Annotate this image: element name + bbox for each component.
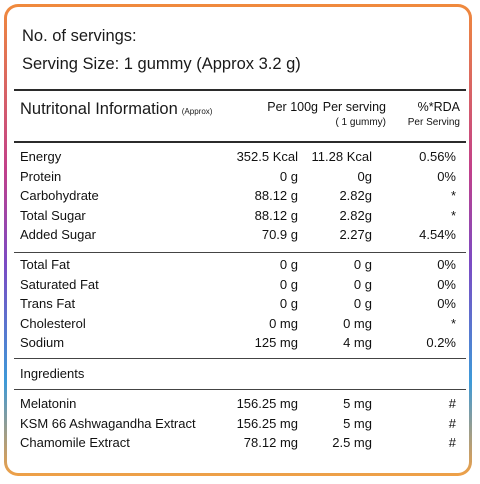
per-100g-value: 0 g (279, 168, 298, 184)
col-serving-sublabel: ( 1 gummy) (335, 117, 386, 128)
table-row: Melatonin 156.25 mg 5 mg # (20, 394, 460, 414)
per-100g-value: 0 g (279, 276, 298, 292)
per-100g-value: 88.12 g (254, 207, 298, 223)
group-divider-3 (14, 389, 466, 390)
table-title: Nutritonal Information (Approx) (20, 100, 212, 119)
per-serving-value: 0 g (353, 296, 372, 312)
col-rda-head: %*RDA Per Serving (408, 100, 460, 130)
group-divider-1 (14, 252, 466, 253)
per-serving-value: 2.27g (339, 227, 372, 243)
group-divider-2 (14, 358, 466, 359)
table-row: Carbohydrate 88.12 g 2.82g * (20, 186, 460, 206)
per-serving-value: 5 mg (343, 396, 372, 411)
table-row: Trans Fat 0 g 0 g 0% (20, 294, 460, 314)
nutrient-name: KSM 66 Ashwagandha Extract (20, 415, 196, 431)
rda-value: 0% (437, 296, 456, 312)
header-divider (14, 89, 466, 91)
nutrient-name: Melatonin (20, 396, 77, 411)
rda-value: * (450, 188, 456, 204)
rda-value: 4.54% (419, 227, 456, 243)
nutrient-name: Total Sugar (20, 207, 86, 223)
per-100g-value: 125 mg (254, 335, 298, 351)
nutrient-name: Chamomile Extract (20, 435, 130, 451)
per-serving-value: 0 mg (343, 315, 372, 331)
rda-value: 0% (437, 276, 456, 292)
ingredients-heading: Ingredients (20, 366, 85, 381)
nutrient-name: Carbohydrate (20, 188, 99, 204)
nutrient-name: Sodium (20, 335, 65, 351)
per-100g-value: 0 g (279, 296, 298, 312)
per-serving-value: 5 mg (343, 415, 372, 431)
col-serving-label: Per serving (322, 100, 386, 114)
per-100g-value: 352.5 Kcal (236, 149, 298, 164)
rda-value: * (450, 207, 456, 223)
table-header: Nutritonal Information (Approx) Per 100g … (20, 95, 466, 135)
per-100g-value: 78.12 mg (243, 435, 298, 451)
col-per100-label: Per 100g (267, 100, 318, 114)
table-row: KSM 66 Ashwagandha Extract 156.25 mg 5 mg # (20, 414, 460, 434)
table-row: Chamomile Extract 78.12 mg 2.5 mg # (20, 433, 460, 453)
nutrient-name: Energy (20, 149, 62, 164)
label-panel (7, 7, 469, 473)
per-100g-value: 156.25 mg (236, 415, 298, 431)
per-100g-value: 88.12 g (254, 188, 298, 204)
nutrient-name: Trans Fat (20, 296, 76, 312)
per-serving-value: 0 g (353, 276, 372, 292)
table-row: Sodium 125 mg 4 mg 0.2% (20, 333, 460, 353)
serving-size-text: Serving Size: 1 gummy (Approx 3.2 g) (22, 55, 301, 73)
rda-value: # (448, 396, 456, 411)
per-serving-value: 2.82g (339, 188, 372, 204)
servings-text: No. of servings: (22, 27, 137, 45)
rda-value: 0.56% (419, 149, 456, 164)
per-100g-value: 0 mg (269, 315, 298, 331)
per-serving-value: 0 g (353, 257, 372, 272)
per-100g-value: 156.25 mg (236, 396, 298, 411)
col-rda-sublabel: Per Serving (407, 117, 460, 128)
col-rda-label: %*RDA (417, 100, 460, 114)
rda-value: 0.2% (426, 335, 456, 351)
table-row: Added Sugar 70.9 g 2.27g 4.54% (20, 225, 460, 245)
col-serving-head: Per serving ( 1 gummy) (323, 100, 386, 130)
per-serving-value: 2.5 mg (332, 435, 372, 451)
rda-value: # (448, 435, 456, 451)
table-row: Cholesterol 0 mg 0 mg * (20, 314, 460, 334)
nutrient-name: Protein (20, 168, 62, 184)
table-row: Total Sugar 88.12 g 2.82g * (20, 206, 460, 226)
serving-header: No. of servings: Serving Size: 1 gummy (… (22, 26, 301, 74)
nutrient-name: Total Fat (20, 257, 70, 272)
table-row: Protein 0 g 0g 0% (20, 167, 460, 187)
per-100g-value: 0 g (279, 257, 298, 272)
table-row: Total Fat 0 g 0 g 0% (20, 255, 460, 275)
rda-value: * (450, 315, 456, 331)
per-serving-value: 4 mg (343, 335, 372, 351)
label-frame (4, 4, 472, 476)
table-row: Energy 352.5 Kcal 11.28 Kcal 0.56% (20, 147, 460, 167)
nutrient-name: Added Sugar (20, 227, 96, 243)
per-serving-value: 0g (357, 168, 372, 184)
per-serving-value: 11.28 Kcal (311, 149, 372, 164)
rda-value: # (448, 415, 456, 431)
col-per100-head: Per 100g (267, 100, 318, 115)
table-row: Saturated Fat 0 g 0 g 0% (20, 275, 460, 295)
rda-value: 0% (437, 168, 456, 184)
per-serving-value: 2.82g (339, 207, 372, 223)
per-100g-value: 70.9 g (261, 227, 298, 243)
table-title-note: (Approx) (181, 107, 213, 116)
table-title-text: Nutritonal Information (20, 100, 178, 118)
nutrient-name: Cholesterol (20, 315, 86, 331)
nutrient-name: Saturated Fat (20, 276, 99, 292)
rda-value: 0% (437, 257, 456, 272)
table-header-divider (14, 141, 466, 143)
